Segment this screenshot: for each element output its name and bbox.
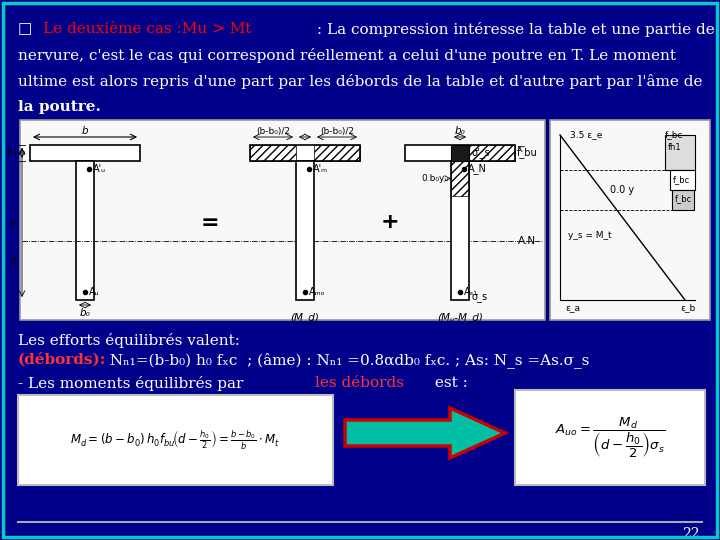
Text: - Les moments équilibrés par: - Les moments équilibrés par	[18, 376, 248, 391]
Text: (b-b₀)/2: (b-b₀)/2	[256, 127, 290, 136]
Text: □: □	[18, 22, 37, 36]
Bar	[314, 145, 360, 161]
Text: A_N: A_N	[468, 164, 487, 174]
Text: : La compression intéresse la table et une partie de la: : La compression intéresse la table et u…	[312, 22, 720, 37]
Text: Les efforts équilibrés valent:: Les efforts équilibrés valent:	[18, 333, 240, 348]
Text: A'ₘ: A'ₘ	[313, 164, 328, 174]
Bar	[76, 161, 94, 300]
Text: est :: est :	[430, 376, 468, 390]
Text: $A_{uo}=\dfrac{M_d}{\left(d-\dfrac{h_0}{2}\right)\sigma_s}$: $A_{uo}=\dfrac{M_d}{\left(d-\dfrac{h_0}{…	[555, 415, 665, 460]
Bar	[451, 161, 469, 196]
Text: σ_s: σ_s	[471, 292, 487, 302]
Text: Aₛ₁: Aₛ₁	[464, 287, 478, 297]
Text: A'ᵤ: A'ᵤ	[93, 164, 106, 174]
Bar	[670, 170, 695, 190]
Bar	[250, 145, 296, 161]
Text: =: =	[201, 213, 220, 233]
Text: f_bc: f_bc	[673, 176, 690, 185]
Bar	[665, 135, 695, 170]
Text: 0.0 y: 0.0 y	[610, 185, 634, 195]
Text: ε_b: ε_b	[680, 303, 696, 313]
Text: la poutre.: la poutre.	[18, 100, 101, 114]
Text: ultime est alors repris d'une part par les débords de la table et d'autre part p: ultime est alors repris d'une part par l…	[18, 74, 703, 89]
Bar	[30, 145, 140, 161]
Text: f_bc: f_bc	[675, 194, 692, 204]
Text: Le deuxième cas :Mu > Mt: Le deuxième cas :Mu > Mt	[42, 22, 251, 36]
Text: Nₙ₁=(b-b₀) h₀ fₓc  ; (âme) : Nₙ₁ =0.8αdb₀ fₓc. ; As: N_s =As.σ_s: Nₙ₁=(b-b₀) h₀ fₓc ; (âme) : Nₙ₁ =0.8αdb₀…	[105, 352, 590, 368]
Text: +: +	[381, 213, 400, 233]
FancyBboxPatch shape	[20, 120, 545, 320]
Text: 0.b₀yᵤ: 0.b₀yᵤ	[422, 174, 449, 183]
Bar	[469, 145, 515, 161]
Text: h₀: h₀	[6, 148, 16, 158]
FancyBboxPatch shape	[550, 120, 710, 320]
Text: ε_a: ε_a	[565, 303, 580, 313]
Text: (b-b₀)/2: (b-b₀)/2	[320, 127, 354, 136]
Text: d: d	[9, 256, 16, 266]
Bar	[451, 161, 469, 300]
Text: 22: 22	[683, 527, 700, 540]
Bar	[18, 395, 333, 485]
Text: b: b	[81, 126, 89, 136]
Text: Aₘₒ: Aₘₒ	[309, 287, 325, 297]
Text: Aᵤ: Aᵤ	[89, 287, 99, 297]
Text: 3.5 ε_e: 3.5 ε_e	[570, 130, 603, 139]
Text: les débords: les débords	[315, 376, 404, 390]
Bar	[451, 145, 469, 161]
Text: σ'_s: σ'_s	[471, 147, 490, 158]
Text: (Mᵤ-M_d): (Mᵤ-M_d)	[437, 312, 483, 323]
Text: (débords):: (débords):	[18, 352, 107, 366]
Text: b₀: b₀	[80, 308, 91, 318]
Text: (M_d): (M_d)	[291, 312, 320, 323]
Polygon shape	[345, 408, 505, 458]
Text: f_bu: f_bu	[517, 147, 538, 158]
Text: A.N: A.N	[518, 236, 536, 246]
Text: h: h	[9, 218, 16, 227]
Bar	[672, 190, 694, 210]
Bar	[405, 145, 515, 161]
Text: nervure, c'est le cas qui correspond réellement a celui d'une poutre en T. Le mo: nervure, c'est le cas qui correspond rée…	[18, 48, 676, 63]
Text: b₀: b₀	[454, 126, 465, 136]
Bar	[250, 145, 360, 161]
Text: y_s = M_t: y_s = M_t	[568, 231, 611, 240]
Bar	[296, 161, 314, 300]
Bar	[515, 390, 705, 485]
Text: f_bc: f_bc	[665, 130, 683, 139]
Text: $M_d=(b-b_0)\,h_0 f_{bu}\!\left(d-\frac{h_0}{2}\right)=\frac{b-b_0}{b}\cdot M_t$: $M_d=(b-b_0)\,h_0 f_{bu}\!\left(d-\frac{…	[71, 428, 281, 451]
Text: fh1: fh1	[668, 144, 682, 152]
